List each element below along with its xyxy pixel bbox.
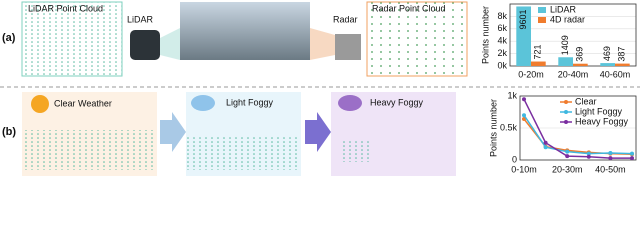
legend-label: Heavy Foggy	[575, 116, 629, 126]
legend-marker	[564, 110, 568, 114]
point	[543, 140, 548, 145]
data-label: 387	[617, 47, 627, 62]
line	[523, 98, 632, 159]
y-tick-label: 0	[512, 154, 517, 164]
legend-label: LiDAR	[550, 4, 577, 14]
point	[522, 113, 526, 118]
bar	[573, 63, 588, 66]
point	[630, 156, 634, 161]
data-label: 9601	[518, 9, 528, 29]
caption: Light Foggy	[226, 97, 274, 107]
y-tick-label: 1k	[507, 90, 517, 100]
cloud-icon	[338, 95, 362, 111]
legend-marker	[564, 100, 568, 104]
lidar-icon	[130, 30, 160, 60]
sun-icon	[31, 95, 49, 113]
y-axis-label: Points number	[480, 6, 490, 64]
y-tick-label: 8k	[497, 11, 507, 21]
x-tick-label: 0-10m	[511, 164, 537, 174]
point	[522, 97, 526, 102]
points	[186, 135, 301, 170]
y-tick-label: 0.5k	[500, 122, 518, 132]
point	[565, 154, 570, 159]
beam	[160, 28, 180, 60]
legend-swatch	[538, 17, 546, 23]
bar	[600, 63, 615, 66]
data-label: 1409	[560, 35, 570, 55]
bar	[615, 63, 630, 66]
y-tick-label: 6k	[497, 23, 507, 33]
radar-cloud-image	[366, 1, 468, 77]
legend-label: Light Foggy	[575, 106, 623, 116]
x-tick-label: 20-30m	[552, 164, 583, 174]
plot-frame	[519, 95, 637, 161]
camera-image	[180, 2, 310, 60]
points	[340, 140, 370, 162]
legend-marker	[564, 120, 568, 124]
beam	[310, 28, 335, 60]
arrow	[305, 112, 331, 152]
y-tick-label: 0k	[497, 60, 507, 70]
point	[586, 151, 591, 156]
legend-label: Clear	[575, 96, 597, 106]
bar	[558, 57, 573, 66]
caption: LiDAR Point Cloud	[28, 3, 103, 13]
bar	[516, 6, 531, 66]
legend-swatch	[538, 7, 546, 13]
point	[608, 150, 613, 155]
caption: Radar	[333, 14, 358, 24]
cloud-icon	[191, 95, 215, 111]
arrow	[160, 112, 186, 152]
caption: LiDAR	[127, 14, 154, 24]
x-tick-label: 0-20m	[518, 69, 544, 79]
point	[522, 117, 526, 122]
figure: (a) LiDAR Point Cloud LiDAR Radar Radar …	[0, 1, 640, 176]
point	[543, 145, 548, 150]
legend-label: 4D radar	[550, 14, 585, 24]
data-label: 469	[602, 46, 612, 61]
caption: Heavy Foggy	[370, 97, 424, 107]
panel-label: (b)	[2, 126, 16, 138]
data-label: 721	[533, 44, 543, 59]
bar	[531, 61, 546, 66]
y-axis-label: Points number	[488, 99, 498, 157]
point	[565, 149, 570, 154]
point	[586, 154, 591, 159]
lidar-cloud-image	[21, 1, 123, 77]
x-tick-label: 40-60m	[600, 69, 631, 79]
y-tick-label: 2k	[497, 48, 507, 58]
panel-label: (a)	[2, 32, 16, 44]
caption: Clear Weather	[54, 98, 112, 108]
point	[608, 156, 613, 161]
x-tick-label: 40-50m	[595, 164, 626, 174]
point	[630, 151, 634, 156]
data-label: 369	[575, 47, 585, 62]
y-tick-label: 4k	[497, 36, 507, 46]
caption: Radar Point Cloud	[372, 3, 446, 13]
x-tick-label: 20-40m	[558, 69, 589, 79]
points	[22, 130, 157, 170]
radar-icon	[335, 34, 361, 60]
line	[523, 114, 633, 155]
